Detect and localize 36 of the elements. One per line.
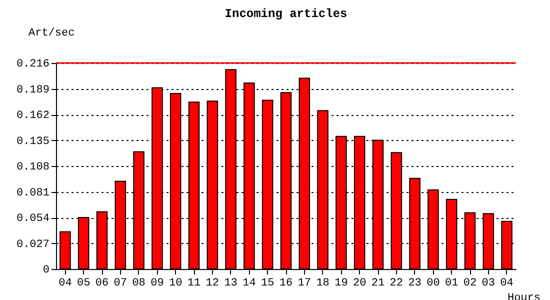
x-tick-label: 18 xyxy=(316,278,330,290)
y-tick-label: 0 xyxy=(42,264,50,276)
x-tick-label: 14 xyxy=(242,278,256,290)
x-tick-label: 01 xyxy=(445,278,459,290)
x-tick-label: 05 xyxy=(77,278,90,290)
x-tick-label: 15 xyxy=(261,278,274,290)
y-tick-label: 0.054 xyxy=(16,213,50,225)
y-tick-label: 0.081 xyxy=(16,187,50,200)
x-tick-label: 08 xyxy=(132,278,146,290)
x-tick-label: 09 xyxy=(150,278,164,290)
chart-title: Incoming articles xyxy=(224,7,348,21)
x-tick-label: 02 xyxy=(463,278,477,290)
y-tick-label: 0.162 xyxy=(16,110,50,122)
x-tick-label: 21 xyxy=(371,278,385,290)
x-tick-label: 07 xyxy=(114,278,127,290)
x-tick-label: 06 xyxy=(95,278,109,290)
y-tick-label: 0.108 xyxy=(16,162,50,174)
y-axis-title: Art/sec xyxy=(28,28,75,40)
x-tick-label: 19 xyxy=(334,278,348,290)
x-tick-label: 12 xyxy=(206,278,219,290)
x-tick-label: 04 xyxy=(58,278,72,290)
x-tick-label: 13 xyxy=(224,278,238,290)
y-tick-label: 0.216 xyxy=(16,58,50,70)
y-tick-label: 0.135 xyxy=(16,136,50,148)
x-tick-label: 23 xyxy=(408,278,422,290)
y-tick-label: 0.189 xyxy=(16,84,50,96)
x-tick-label: 11 xyxy=(187,278,201,290)
x-tick-label: 03 xyxy=(482,278,495,290)
x-tick-label: 00 xyxy=(426,278,440,290)
x-tick-label: 17 xyxy=(298,278,311,290)
y-tick-label: 0.027 xyxy=(16,238,50,251)
x-tick-label: 16 xyxy=(279,278,293,290)
x-tick-label: 22 xyxy=(390,278,403,290)
x-tick-label: 04 xyxy=(500,278,514,290)
x-tick-label: 10 xyxy=(169,278,182,290)
x-tick-label: 20 xyxy=(353,278,366,290)
